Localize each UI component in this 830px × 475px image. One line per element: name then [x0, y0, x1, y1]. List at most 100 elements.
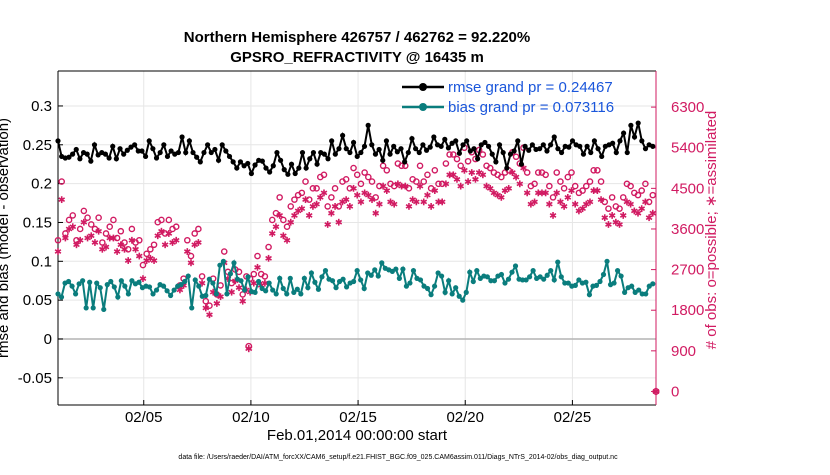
series-point [55, 138, 61, 144]
count-marker-possible [368, 178, 376, 185]
series-point [110, 143, 116, 149]
count-marker-possible [586, 178, 594, 185]
count-marker-possible [427, 185, 435, 192]
series-point [398, 146, 404, 152]
count-marker-possible [546, 182, 553, 190]
series-point [205, 142, 211, 148]
series-point [238, 278, 244, 284]
count-marker-possible [261, 273, 269, 280]
series-point [270, 287, 276, 293]
count-marker-possible [353, 171, 361, 179]
series-point [80, 278, 86, 284]
series-point [438, 143, 444, 149]
count-marker-assimilated [76, 236, 84, 244]
count-marker-possible [486, 164, 494, 172]
count-marker-possible [413, 178, 420, 185]
series-point [558, 274, 564, 280]
count-marker-possible [172, 223, 180, 231]
legend-marker [419, 103, 427, 111]
series-point [417, 277, 424, 283]
series-point [610, 140, 616, 146]
count-marker-possible [365, 173, 372, 181]
count-marker-possible [616, 205, 623, 212]
series-point [435, 270, 441, 276]
count-marker-assimilated [424, 191, 431, 199]
count-marker-assimilated [161, 241, 169, 249]
y-right-tick-label: 2700 [671, 262, 704, 279]
y-right-tick-label: 0 [671, 383, 679, 400]
series-point [358, 277, 364, 283]
series-point [153, 287, 160, 293]
count-marker-assimilated [110, 234, 117, 242]
series-point [584, 143, 590, 149]
count-marker-assimilated [486, 184, 494, 192]
count-marker-possible [420, 178, 428, 185]
series-point [354, 153, 360, 160]
series-point [219, 142, 225, 148]
count-marker-assimilated [250, 279, 258, 287]
series-point [270, 163, 276, 169]
series-point [303, 165, 309, 171]
count-marker-assimilated [353, 191, 361, 199]
count-marker-possible [390, 182, 398, 190]
count-marker-assimilated [472, 175, 479, 183]
series-point [555, 259, 561, 265]
series-point [83, 305, 89, 311]
count-marker-possible [121, 239, 128, 246]
y-left-tick-label: 0.25 [23, 137, 52, 154]
series-point [460, 297, 466, 303]
count-marker-possible [87, 221, 95, 228]
count-marker-assimilated [276, 212, 284, 219]
series-point [558, 149, 565, 156]
count-marker-assimilated [117, 241, 125, 249]
count-marker-assimilated [638, 205, 646, 213]
count-marker-assimilated [608, 212, 616, 219]
series-point [252, 162, 258, 168]
count-marker-possible [91, 225, 99, 233]
series-point [277, 275, 283, 281]
series-point [245, 274, 251, 280]
series-point [551, 134, 557, 140]
series-point [150, 146, 156, 152]
series-point [164, 153, 171, 160]
y-right-tick-label: 1800 [671, 302, 704, 319]
count-marker-possible [512, 153, 520, 161]
count-marker-assimilated [479, 171, 487, 179]
count-marker-assimilated [468, 169, 476, 176]
count-marker-assimilated [549, 212, 557, 219]
count-marker-possible [619, 194, 627, 201]
count-marker-assimilated [73, 241, 80, 249]
series-point [102, 151, 109, 157]
count-marker-assimilated [512, 173, 520, 181]
count-marker-assimilated [509, 169, 516, 176]
series-point [493, 159, 499, 165]
count-marker-possible [99, 239, 106, 246]
series-point [442, 136, 448, 142]
count-marker-possible [128, 225, 136, 233]
series-point [340, 132, 346, 139]
series-point [577, 143, 583, 149]
count-marker-possible [605, 205, 612, 212]
count-marker-assimilated [516, 180, 524, 188]
count-marker-possible [553, 169, 561, 176]
count-marker-possible [198, 273, 206, 280]
series-point [614, 268, 621, 274]
y-left-tick-label: 0.1 [31, 253, 52, 270]
count-marker-possible [442, 160, 450, 167]
series-point [288, 161, 295, 167]
series-point [223, 148, 229, 154]
y-left-tick-label: -0.05 [18, 370, 52, 387]
series-point [55, 291, 61, 297]
series-point [118, 278, 124, 284]
series-point [129, 278, 135, 284]
count-marker-assimilated [401, 182, 409, 190]
series-point [132, 142, 138, 148]
series-point [329, 278, 336, 284]
series-point [69, 151, 76, 157]
count-marker-possible [582, 182, 590, 190]
count-marker-possible [564, 173, 572, 181]
series-point [431, 134, 437, 140]
count-marker-assimilated [416, 182, 424, 190]
series-point [122, 283, 128, 289]
